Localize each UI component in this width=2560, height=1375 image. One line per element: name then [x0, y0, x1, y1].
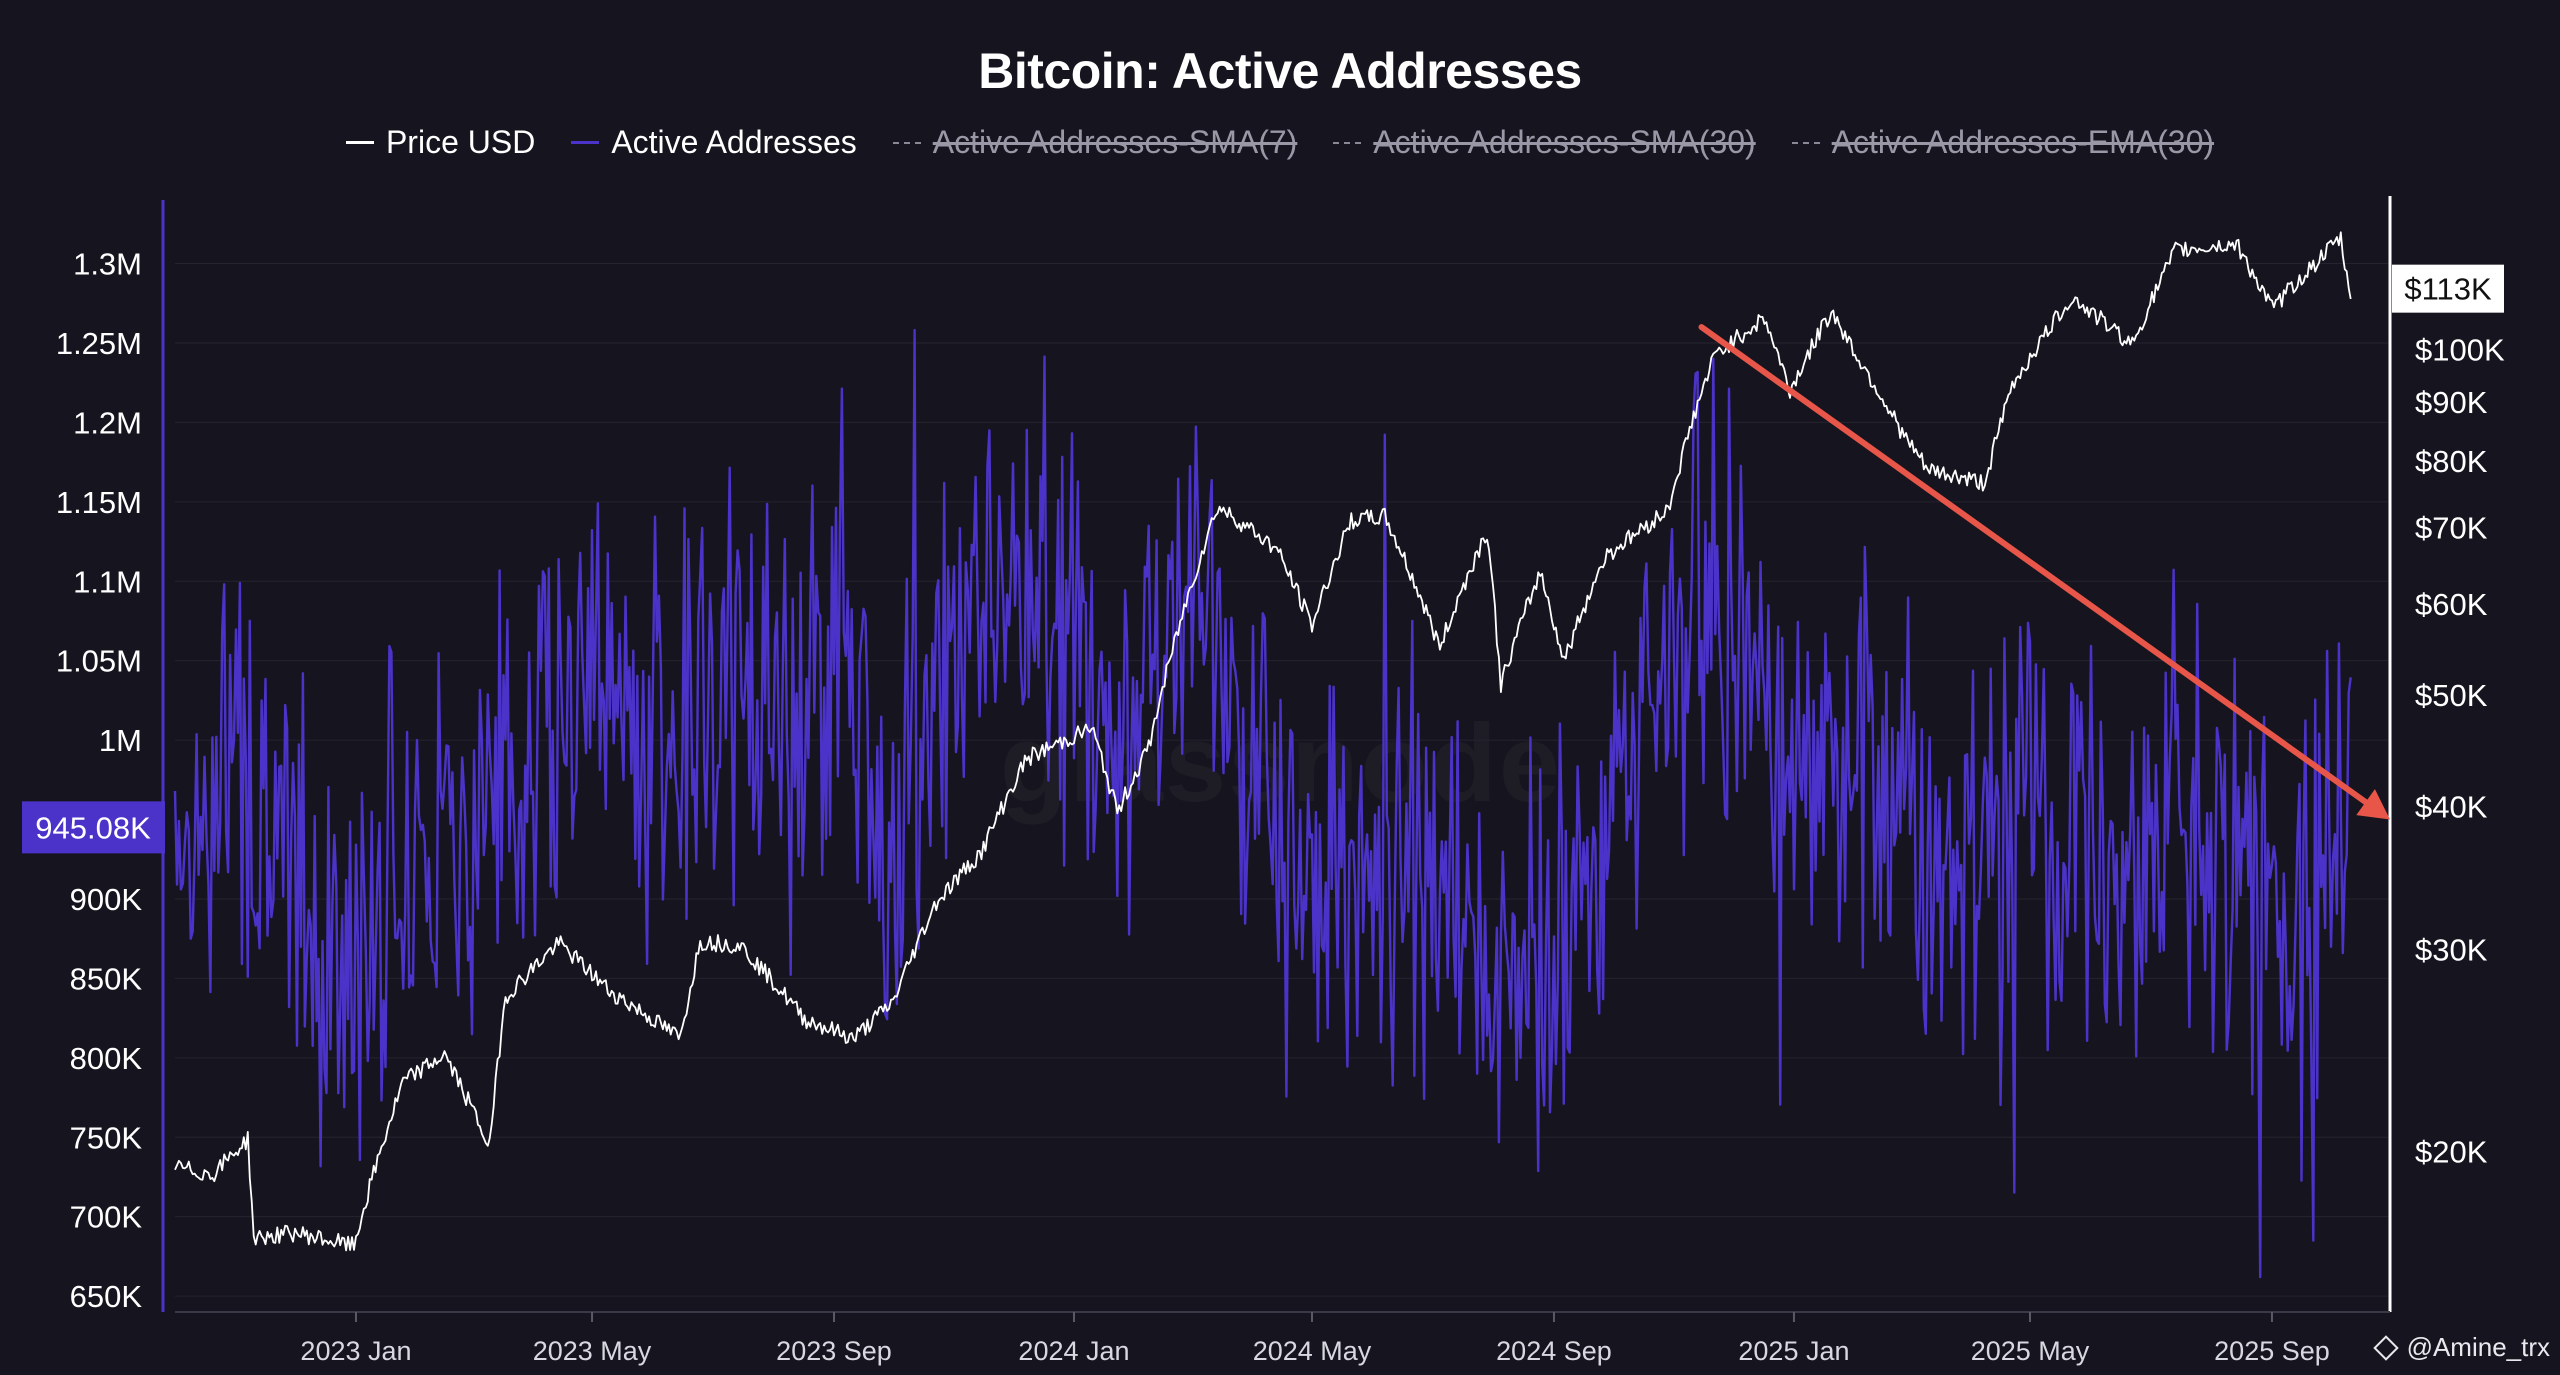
left-tick-label: 1.15M	[56, 485, 142, 520]
left-tick-label: 1.25M	[56, 326, 142, 361]
right-tick-label: $100K	[2415, 333, 2505, 368]
gridlines	[175, 263, 2390, 1297]
x-tick-label: 2024 Jan	[1018, 1336, 1129, 1366]
trend-arrow-head	[2356, 789, 2390, 820]
value-badges: 945.08K $113K	[22, 200, 2504, 1312]
right-current-value: $113K	[2404, 272, 2492, 307]
legend-item-sma30[interactable]: Active Addresses-SMA(30)	[1333, 124, 1756, 161]
left-tick-label: 1.2M	[73, 405, 142, 440]
legend-swatch-price	[345, 141, 374, 144]
legend-label: Active Addresses-SMA(30)	[1373, 124, 1756, 160]
legend-item-active-addresses[interactable]: Active Addresses	[571, 124, 857, 161]
right-tick-label: $90K	[2415, 385, 2488, 420]
right-tick-label: $80K	[2415, 444, 2488, 479]
left-axis: 1.3M 1.25M 1.2M 1.15M 1.1M 1.05M 1M 900K 850K 800…	[56, 247, 142, 1315]
left-tick-label: 1M	[99, 723, 142, 758]
left-tick-label: 1.05M	[56, 644, 142, 679]
price-usd-series-line	[174, 231, 2352, 1252]
right-current-badge	[2392, 264, 2504, 313]
right-tick-label: $50K	[2415, 678, 2488, 713]
x-tick-label: 2023 Sep	[776, 1336, 892, 1366]
left-tick-label: 750K	[70, 1120, 143, 1155]
legend: Price USD Active Addresses Active Addres…	[0, 124, 2560, 161]
legend-swatch-sma30	[1333, 141, 1362, 144]
legend-item-price-usd[interactable]: Price USD	[345, 124, 536, 161]
attribution-text: @Amine_trx	[2406, 1332, 2550, 1362]
right-axis: $100K $90K $80K $70K $60K $50K $40K $30K $20K	[2388, 196, 2505, 1312]
x-tick-label: 2023 May	[533, 1336, 652, 1366]
chart-title: Bitcoin: Active Addresses	[978, 43, 1582, 99]
legend-item-sma7[interactable]: Active Addresses-SMA(7)	[892, 124, 1298, 161]
annotation-layer	[1698, 324, 2390, 820]
attribution: @Amine_trx	[2372, 1332, 2550, 1363]
glassnode-logo-icon	[2372, 1334, 2399, 1361]
legend-label: Price USD	[385, 124, 536, 160]
x-tick-label: 2024 Sep	[1496, 1336, 1612, 1366]
legend-item-ema30[interactable]: Active Addresses-EMA(30)	[1791, 124, 2215, 161]
legend-swatch-ema30	[1791, 141, 1820, 144]
active-addresses-series-line	[173, 328, 2352, 1279]
left-tick-label: 1.1M	[73, 564, 142, 599]
left-tick-label: 700K	[70, 1200, 143, 1235]
right-tick-label: $20K	[2415, 1135, 2488, 1170]
x-tick-label: 2023 Jan	[300, 1336, 411, 1366]
left-current-value: 945.08K	[35, 810, 151, 845]
legend-label: Active Addresses-SMA(7)	[932, 124, 1298, 160]
left-tick-label: 800K	[70, 1041, 143, 1076]
x-axis: 2023 Jan 2023 May 2023 Sep 2024 Jan 2024 May…	[175, 1311, 2390, 1366]
left-current-badge	[22, 801, 165, 854]
legend-label: Active Addresses	[611, 124, 857, 160]
x-tick-label: 2025 Jan	[1738, 1336, 1849, 1366]
x-tick-label: 2025 Sep	[2214, 1336, 2330, 1366]
right-tick-label: $70K	[2415, 510, 2488, 545]
right-tick-label: $60K	[2415, 587, 2488, 622]
left-tick-label: 850K	[70, 961, 143, 996]
left-tick-label: 650K	[70, 1279, 143, 1314]
legend-label: Active Addresses-EMA(30)	[1831, 124, 2215, 160]
series-layer	[173, 231, 2352, 1279]
x-tick-label: 2024 May	[1253, 1336, 1372, 1366]
right-tick-label: $30K	[2415, 933, 2488, 968]
legend-swatch-active	[571, 141, 600, 144]
x-tick-label: 2025 May	[1971, 1336, 2090, 1366]
right-tick-label: $40K	[2415, 789, 2488, 824]
left-tick-label: 900K	[70, 882, 143, 917]
trend-arrow-line	[1698, 324, 2369, 806]
left-tick-label: 1.3M	[73, 247, 142, 282]
legend-swatch-sma7	[892, 141, 921, 144]
